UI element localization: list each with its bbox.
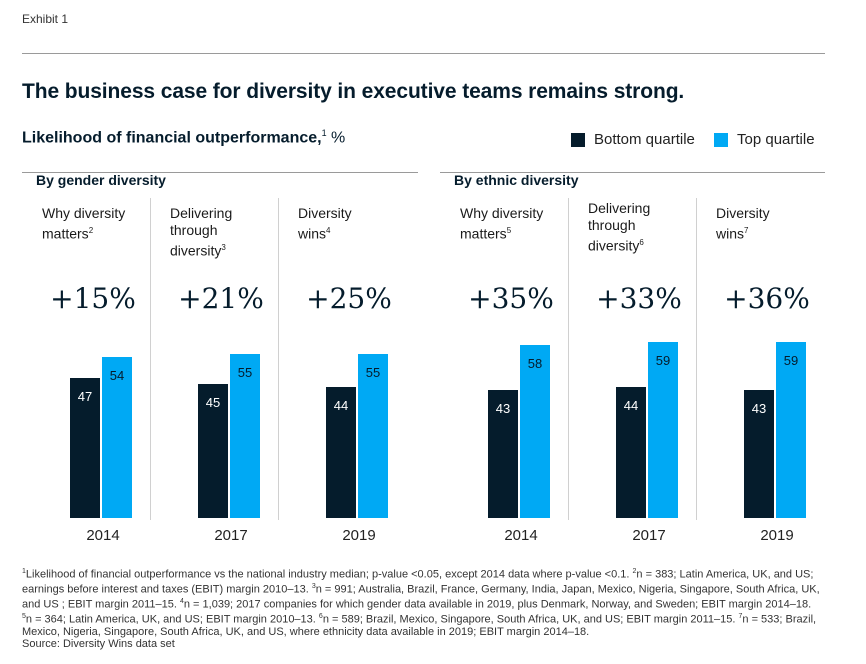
source-note: Source: Diversity Wins data set <box>22 638 175 651</box>
year-label: 2019 <box>342 527 376 544</box>
uplift-value: +25% <box>306 282 392 315</box>
panel-label-footnote-ref: 5 <box>506 226 512 235</box>
panel-label-footnote-ref: 3 <box>221 243 226 252</box>
bar-top-quartile <box>230 354 260 518</box>
subtitle-text: Likelihood of financial outperformance, <box>22 129 322 147</box>
panel-label-text: Delivering through diversity <box>170 205 233 259</box>
fn-ref-7: 7 <box>738 612 743 620</box>
panel-label-footnote-ref: 2 <box>88 226 94 235</box>
panel-label-footnote-ref: 7 <box>744 226 749 235</box>
panel-label: Why diversity matters2 <box>42 205 142 243</box>
fn-text-5: n = 364; Latin America, UK, and US; EBIT… <box>25 613 319 626</box>
bar-top-value: 55 <box>365 365 381 381</box>
panel-label-text: Why diversity matters <box>42 205 126 242</box>
panel-separator <box>150 198 151 520</box>
fn-ref-4: 4 <box>179 597 184 605</box>
bar-top-value: 54 <box>109 368 125 384</box>
fn-text-7: n = 533; Brazil, Mexico, Nigeria, Singap… <box>22 613 817 638</box>
bar-top-quartile <box>520 345 550 518</box>
footnote: 1Likelihood of financial outperformance … <box>22 566 827 650</box>
year-label: 2014 <box>86 527 120 544</box>
bar-top-quartile <box>776 342 806 518</box>
top-divider <box>22 53 825 54</box>
exhibit-label: Exhibit 1 <box>22 12 69 26</box>
bar-top-value: 59 <box>783 353 799 369</box>
fn-text-4: n = 1,039; 2017 companies for which gend… <box>183 598 812 611</box>
bar-bottom-quartile <box>198 383 228 518</box>
panel-label-footnote-ref: 4 <box>326 226 331 235</box>
year-label: 2017 <box>214 527 248 544</box>
bar-top-value: 58 <box>527 356 543 372</box>
bar-top-quartile <box>648 342 678 518</box>
legend-label-bottom: Bottom quartile <box>594 131 695 148</box>
subtitle-unit: % <box>326 129 346 147</box>
group-divider <box>22 172 418 173</box>
uplift-value: +35% <box>468 282 554 315</box>
panel-label: Diversity wins7 <box>716 205 786 243</box>
uplift-value: +21% <box>178 282 264 315</box>
bar-bottom-quartile <box>616 386 646 518</box>
panel-label: Why diversity matters5 <box>460 205 560 243</box>
bar-top-quartile <box>102 357 132 518</box>
bar-top-value: 59 <box>655 353 671 369</box>
panel-label-text: Diversity wins <box>716 205 770 242</box>
uplift-value: +15% <box>50 282 136 315</box>
bar-bottom-value: 47 <box>77 388 93 404</box>
legend-label-top: Top quartile <box>737 131 815 148</box>
bar-top-quartile <box>358 354 388 518</box>
bar-bottom-quartile <box>488 389 518 518</box>
group-title: By ethnic diversity <box>454 172 579 188</box>
panel-separator <box>278 198 279 520</box>
bar-bottom-value: 43 <box>751 400 767 416</box>
panel-label-text: Diversity wins <box>298 205 352 242</box>
panel-label: Delivering through diversity3 <box>170 205 245 260</box>
bar-bottom-quartile <box>326 386 356 518</box>
bar-bottom-value: 44 <box>623 397 639 413</box>
chart-subtitle: Likelihood of financial outperformance,1… <box>22 128 345 147</box>
fn-text-2: n = 383; Latin America, UK, and US; earn… <box>22 568 814 596</box>
fn-ref-1: 1 <box>22 568 26 575</box>
group-divider <box>440 172 825 173</box>
panel-separator <box>568 198 569 520</box>
year-label: 2017 <box>632 527 666 544</box>
year-label: 2019 <box>760 527 794 544</box>
panel-label-text: Why diversity matters <box>460 205 544 242</box>
fn-text-1: Likelihood of financial outperformance v… <box>25 568 633 581</box>
bar-bottom-quartile <box>70 377 100 518</box>
fn-ref-2: 2 <box>632 568 637 575</box>
uplift-value: +36% <box>724 282 810 315</box>
bar-bottom-value: 45 <box>205 394 221 410</box>
fn-ref-6: 6 <box>318 612 323 620</box>
fn-ref-3: 3 <box>311 582 316 590</box>
fn-text-6: n = 589; Brazil, Mexico, Singapore, Sout… <box>322 613 739 626</box>
bar-top-value: 55 <box>237 365 253 381</box>
panel-label-footnote-ref: 6 <box>639 238 644 247</box>
bar-bottom-quartile <box>744 389 774 518</box>
chart-title: The business case for diversity in execu… <box>22 80 685 103</box>
fn-text-3: n = 991; Australia, Brazil, France, Germ… <box>22 583 820 611</box>
bar-bottom-value: 43 <box>495 400 511 416</box>
group-title: By gender diversity <box>36 172 166 188</box>
panel-separator <box>696 198 697 520</box>
legend-item-bottom: Bottom quartile <box>571 131 695 148</box>
legend-swatch-top <box>714 132 728 147</box>
uplift-value: +33% <box>596 282 682 315</box>
fn-ref-5: 5 <box>22 612 26 620</box>
legend-item-top: Top quartile <box>714 131 815 148</box>
bar-bottom-value: 44 <box>333 397 349 413</box>
panel-label: Diversity wins4 <box>298 205 368 243</box>
subtitle-footnote-ref: 1 <box>321 128 327 138</box>
year-label: 2014 <box>504 527 538 544</box>
panel-label-text: Delivering through diversity <box>588 200 651 254</box>
panel-label: Delivering through diversity6 <box>588 200 663 255</box>
legend-swatch-bottom <box>571 132 585 147</box>
